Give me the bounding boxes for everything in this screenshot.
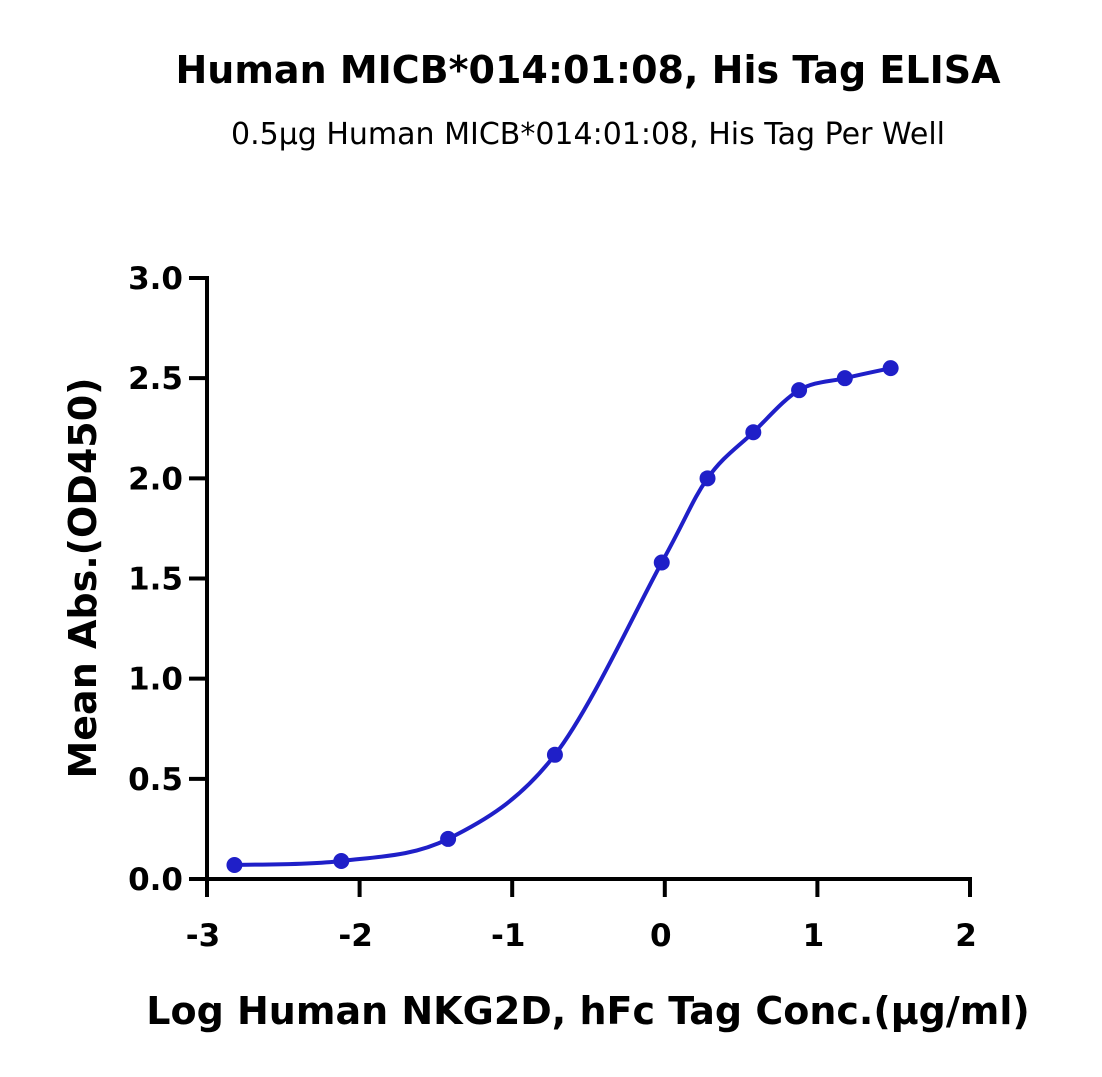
y-tick-label: 1.5: [128, 562, 183, 598]
y-axis-label: Mean Abs.(OD450): [61, 377, 105, 778]
y-tick-label: 0.0: [128, 862, 183, 898]
y-tick-label: 2.5: [128, 361, 183, 397]
chart-title: Human MICB*014:01:08, His Tag ELISA: [175, 48, 1001, 92]
data-point: [546, 746, 563, 763]
data-point: [791, 382, 808, 399]
x-axis-label: Log Human NKG2D, hFc Tag Conc.(μg/ml): [146, 989, 1029, 1033]
x-tick-label: 2: [955, 918, 977, 954]
x-tick-label: 1: [803, 918, 825, 954]
x-tick-label: -3: [186, 918, 220, 954]
y-tick-label: 2.0: [128, 461, 183, 497]
data-point: [226, 856, 243, 873]
fit-curve: [234, 366, 892, 867]
data-point: [440, 830, 457, 847]
x-tick-label: 0: [650, 918, 672, 954]
chart-subtitle: 0.5μg Human MICB*014:01:08, His Tag Per …: [230, 117, 946, 152]
data-point: [699, 470, 716, 487]
data-point: [836, 370, 853, 387]
y-tick-label: 3.0: [128, 261, 183, 297]
chart-axes: 0.0 0.5 1.0 1.5 2.0 2.5 3.0 -3 -2 -1 0 1 2: [128, 261, 977, 954]
fit-curve-layer: [234, 366, 892, 867]
data-point: [333, 852, 350, 869]
data-point: [882, 360, 899, 377]
data-point: [745, 424, 762, 441]
x-tick-label: -1: [491, 918, 525, 954]
x-tick-label: -2: [338, 918, 372, 954]
data-point: [653, 554, 670, 571]
y-tick-label: 0.5: [128, 762, 183, 798]
data-points-layer: [226, 360, 899, 873]
y-tick-label: 1.0: [128, 662, 183, 698]
